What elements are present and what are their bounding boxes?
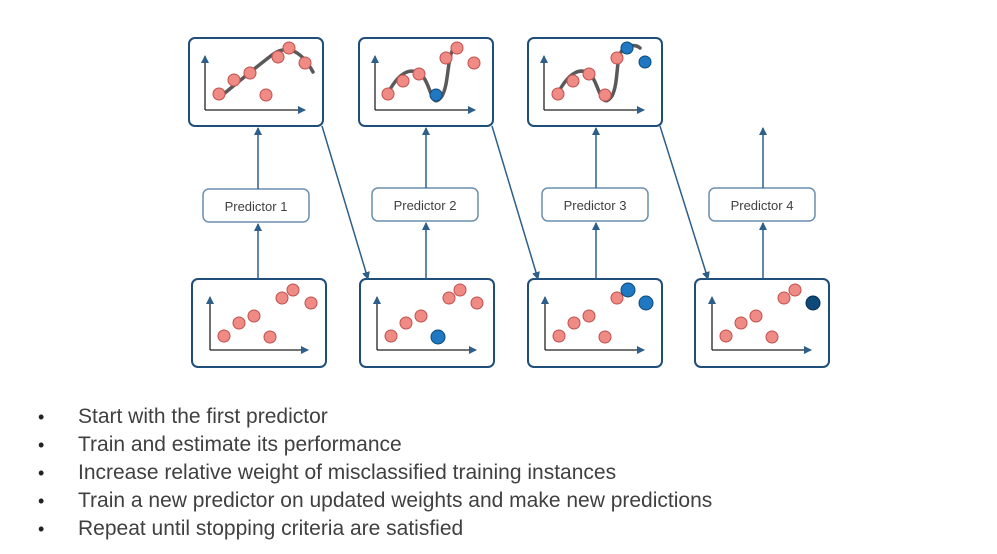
predictor-box-3: Predictor 3 — [541, 187, 649, 222]
prediction-panel-3 — [527, 37, 663, 127]
bullet-glyph: • — [38, 463, 45, 483]
prediction-panel-2 — [358, 37, 494, 127]
step-text: Train and estimate its performance — [78, 433, 402, 456]
predictor-label-4: Predictor 4 — [731, 198, 794, 213]
step-item: • Start with the first predictor — [38, 403, 712, 431]
bullet-glyph: • — [38, 491, 45, 511]
predictor-box-2: Predictor 2 — [371, 187, 479, 222]
training-panel-4 — [694, 278, 830, 368]
flow-arrows — [254, 125, 767, 280]
predictor-box-1: Predictor 1 — [202, 188, 310, 223]
boosting-diagram: Predictor 1 Predictor 2 Predictor 3 Pred… — [188, 37, 830, 368]
training-panel-2 — [359, 278, 495, 368]
step-text: Repeat until stopping criteria are satis… — [78, 517, 464, 540]
step-item: • Train a new predictor on updated weight… — [38, 487, 712, 515]
training-panel-3 — [527, 278, 663, 368]
bullet-glyph: • — [38, 435, 45, 455]
predictor-label-3: Predictor 3 — [564, 198, 627, 213]
step-text: Start with the first predictor — [78, 405, 328, 428]
predictor-box-4: Predictor 4 — [708, 187, 816, 222]
step-text: Increase relative weight of misclassifie… — [78, 461, 617, 484]
predictor-label-1: Predictor 1 — [225, 199, 288, 214]
step-item: • Increase relative weight of misclassifi… — [38, 459, 712, 487]
training-panel-1 — [191, 278, 327, 368]
bullet-glyph: • — [38, 407, 45, 427]
steps-list: • Start with the first predictor • Train a… — [38, 403, 712, 543]
step-item: • Train and estimate its performance — [38, 431, 712, 459]
predictor-label-2: Predictor 2 — [394, 198, 457, 213]
prediction-panel-1 — [188, 37, 324, 127]
bullet-glyph: • — [38, 519, 45, 539]
step-item: • Repeat until stopping criteria are sati… — [38, 515, 712, 543]
step-text: Train a new predictor on updated weights… — [78, 489, 713, 512]
